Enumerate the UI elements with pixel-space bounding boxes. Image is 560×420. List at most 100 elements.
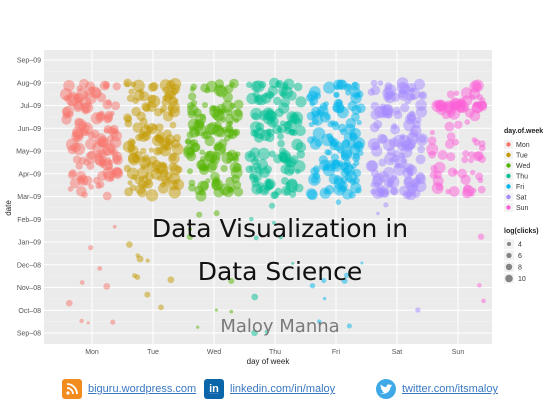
blog-link[interactable]: biguru.wordpress.com [62,378,196,400]
data-point [80,122,94,135]
data-point [305,188,317,200]
data-point [188,92,197,101]
data-point [204,135,215,147]
data-point [403,176,413,186]
data-point [144,291,151,298]
twitter-link-text[interactable]: twitter.com/itsmaloy [402,383,498,395]
data-point [234,108,243,118]
data-point [126,167,139,180]
data-point [415,106,428,118]
data-point [168,162,178,172]
data-point [169,121,177,129]
data-point [333,92,340,99]
data-point [105,99,112,106]
x-tick-label: Wed [207,349,221,356]
data-point [468,157,474,164]
data-point [257,147,270,161]
data-point [296,150,306,159]
data-point [478,144,486,152]
data-point [291,261,295,265]
slide-title-line-2: Data Science [197,257,363,286]
data-point [251,293,259,301]
data-point [291,129,298,137]
x-tick-label: Thu [269,349,281,356]
data-point [472,151,483,162]
data-point [305,93,315,102]
linkedin-link[interactable]: in linkedin.com/in/maloy [204,378,335,400]
data-point [129,184,137,192]
data-point [146,101,157,112]
data-point [295,96,307,108]
data-point [371,141,380,151]
data-point [63,79,75,92]
legend-label: Fri [516,184,525,191]
size-legend-title: log(clicks) [504,228,539,235]
data-point [444,139,455,149]
data-point [67,100,74,107]
linkedin-link-text[interactable]: linkedin.com/in/maloy [230,383,336,395]
data-point [189,125,196,133]
data-point [377,80,384,86]
blog-link-text[interactable]: biguru.wordpress.com [88,383,197,395]
data-point [255,94,267,106]
data-point [84,130,90,137]
data-point [135,253,140,258]
data-point [128,88,135,95]
legend-label: Mon [516,142,530,149]
data-point [360,261,364,265]
data-point [258,80,267,89]
y-tick-label: Aug–09 [17,80,41,87]
data-point [453,90,460,96]
data-point [111,101,121,111]
y-tick-label: Apr–09 [18,171,41,178]
data-point [365,160,378,172]
data-point [251,112,259,120]
data-point [384,82,393,91]
data-point [229,78,239,89]
data-point [151,134,164,147]
data-point [127,180,133,186]
data-point [109,110,115,117]
data-points [59,77,488,337]
data-point [76,97,83,103]
data-point [295,125,306,137]
data-point [346,175,353,182]
x-axis-ticks: Mon Tue Wed Thu Fri Sat Sun [85,349,464,356]
data-point [379,134,388,144]
data-point [130,81,137,88]
data-point [461,156,469,164]
data-point [415,307,421,313]
data-point [264,181,274,190]
data-point [273,96,282,106]
data-point [285,120,292,127]
data-point [94,133,107,146]
data-point [66,110,74,118]
data-point [468,88,481,100]
data-point [188,227,192,231]
legend-label: 10 [518,276,526,283]
legend-swatch [506,173,511,179]
legend-label: Sat [516,195,527,202]
legend-swatch [506,184,511,189]
data-point [268,150,276,158]
data-point [323,81,336,94]
data-point [471,187,477,194]
data-point [65,299,73,307]
data-point [214,308,218,312]
twitter-link[interactable]: twitter.com/itsmaloy [376,378,498,400]
data-point [149,81,159,91]
data-point [248,165,256,172]
data-point [407,114,417,123]
data-point [336,160,344,167]
data-point [446,90,455,99]
data-point [102,191,112,201]
legend-size-marker [505,274,513,283]
data-point [67,186,74,192]
data-point [196,325,200,329]
data-point [286,90,297,101]
data-point [85,81,96,92]
data-point [463,184,472,194]
data-point [199,165,209,176]
data-point [341,277,348,284]
y-tick-label: Mar–09 [17,194,41,201]
